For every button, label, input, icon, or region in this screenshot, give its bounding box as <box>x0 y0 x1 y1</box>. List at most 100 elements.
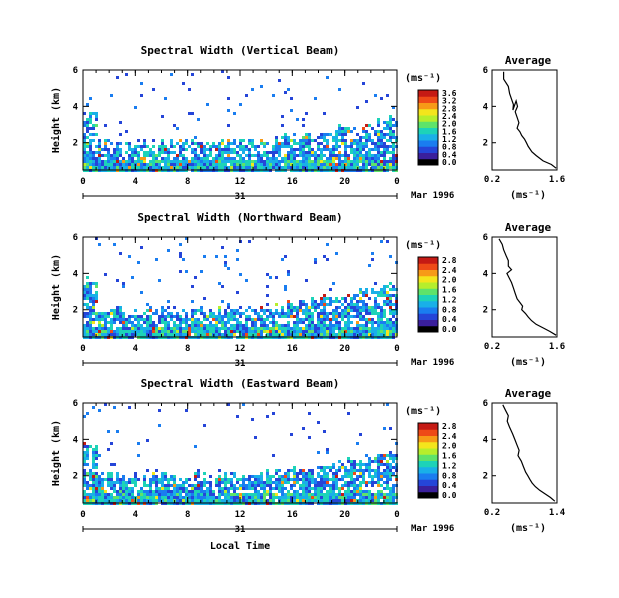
heatmap-cell <box>284 499 287 502</box>
heatmap-cell <box>332 318 335 321</box>
heatmap-cell <box>197 475 200 478</box>
heatmap-cell <box>167 148 170 151</box>
heatmap-cell <box>182 327 185 330</box>
heatmap-cell <box>320 309 323 312</box>
heatmap-cell <box>323 330 326 333</box>
heatmap-cell <box>113 309 116 312</box>
heatmap-cell <box>281 478 284 481</box>
heatmap-cell <box>296 481 299 484</box>
heatmap-cell <box>89 324 92 327</box>
heatmap-cell <box>368 463 371 466</box>
heatmap-cell <box>353 478 356 481</box>
heatmap-cell <box>380 166 383 169</box>
heatmap-cell <box>368 481 371 484</box>
heatmap-cell <box>95 475 98 478</box>
heatmap-cell <box>209 493 212 496</box>
heatmap-cell <box>134 154 137 157</box>
heatmap-cell <box>293 475 296 478</box>
heatmap-cell <box>179 318 182 321</box>
average-x-tick-label: 1.6 <box>549 175 565 185</box>
heatmap-cell <box>257 157 260 160</box>
heatmap-cell <box>164 327 167 330</box>
heatmap-cell <box>92 300 95 303</box>
heatmap-cell <box>311 324 314 327</box>
heatmap-cell <box>92 499 95 502</box>
heatmap-cell <box>230 160 233 163</box>
y-tick-label: 6 <box>73 399 78 409</box>
heatmap-cell <box>368 472 371 475</box>
heatmap-cell <box>332 472 335 475</box>
heatmap-cell <box>149 148 152 151</box>
heatmap-cell <box>176 499 179 502</box>
heatmap-cell <box>296 166 299 169</box>
heatmap-cell <box>86 321 89 324</box>
heatmap-cell <box>266 472 269 475</box>
heatmap-cell <box>86 445 89 448</box>
heatmap-cell <box>182 318 185 321</box>
heatmap-cell <box>254 148 257 151</box>
heatmap-cell <box>269 166 272 169</box>
heatmap-cell <box>152 333 155 336</box>
heatmap-cell <box>233 499 236 502</box>
average-x-tick-label: 1.6 <box>549 342 565 352</box>
heatmap-cell <box>281 333 284 336</box>
heatmap-cell <box>350 163 353 166</box>
heatmap-cell <box>299 333 302 336</box>
heatmap-cell <box>170 139 173 142</box>
heatmap-cell <box>308 312 311 315</box>
heatmap-cell <box>83 163 86 166</box>
heatmap-cell <box>377 130 380 133</box>
heatmap-cell <box>245 318 248 321</box>
heatmap-cell <box>359 490 362 493</box>
heatmap-cell <box>218 157 221 160</box>
heatmap-cell <box>344 469 347 472</box>
heatmap-cell <box>179 333 182 336</box>
heatmap-cell <box>392 157 395 160</box>
heatmap-cell <box>260 139 263 142</box>
heatmap-cell <box>296 472 299 475</box>
heatmap-cell <box>335 333 338 336</box>
heatmap-cell <box>266 142 269 145</box>
heatmap-cell <box>146 499 149 502</box>
heatmap-cell <box>203 315 206 318</box>
heatmap-cell <box>131 160 134 163</box>
heatmap-cell <box>308 324 311 327</box>
heatmap-cell <box>287 145 290 148</box>
heatmap-cell <box>236 258 239 261</box>
colorbar-tick-label: 2.8 <box>442 104 457 113</box>
heatmap-cell <box>374 472 377 475</box>
heatmap-cell <box>203 327 206 330</box>
heatmap-cell <box>290 139 293 142</box>
heatmap-cell <box>389 478 392 481</box>
heatmap-cell <box>296 478 299 481</box>
heatmap-cell <box>263 321 266 324</box>
heatmap-cell <box>179 160 182 163</box>
heatmap-cell <box>380 333 383 336</box>
heatmap-cell <box>236 327 239 330</box>
heatmap-cell <box>164 493 167 496</box>
heatmap-cell <box>287 475 290 478</box>
heatmap-cell <box>278 160 281 163</box>
heatmap-cell <box>386 499 389 502</box>
heatmap-cell <box>317 142 320 145</box>
heatmap-cell <box>386 330 389 333</box>
heatmap-cell <box>140 330 143 333</box>
heatmap-cell <box>197 333 200 336</box>
heatmap-cell <box>317 315 320 318</box>
heatmap-cell <box>386 318 389 321</box>
heatmap-cell <box>356 463 359 466</box>
heatmap-cell <box>197 484 200 487</box>
heatmap-cell <box>341 333 344 336</box>
heatmap-cell <box>308 472 311 475</box>
heatmap-cell <box>374 330 377 333</box>
heatmap-cell <box>245 279 248 282</box>
heatmap-cell <box>365 145 368 148</box>
heatmap-cell <box>380 463 383 466</box>
heatmap-cell <box>269 487 272 490</box>
heatmap-cell <box>131 490 134 493</box>
heatmap-cell <box>263 145 266 148</box>
heatmap-cell <box>245 330 248 333</box>
heatmap-cell <box>86 457 89 460</box>
heatmap-cell <box>203 163 206 166</box>
heatmap-cell <box>266 499 269 502</box>
